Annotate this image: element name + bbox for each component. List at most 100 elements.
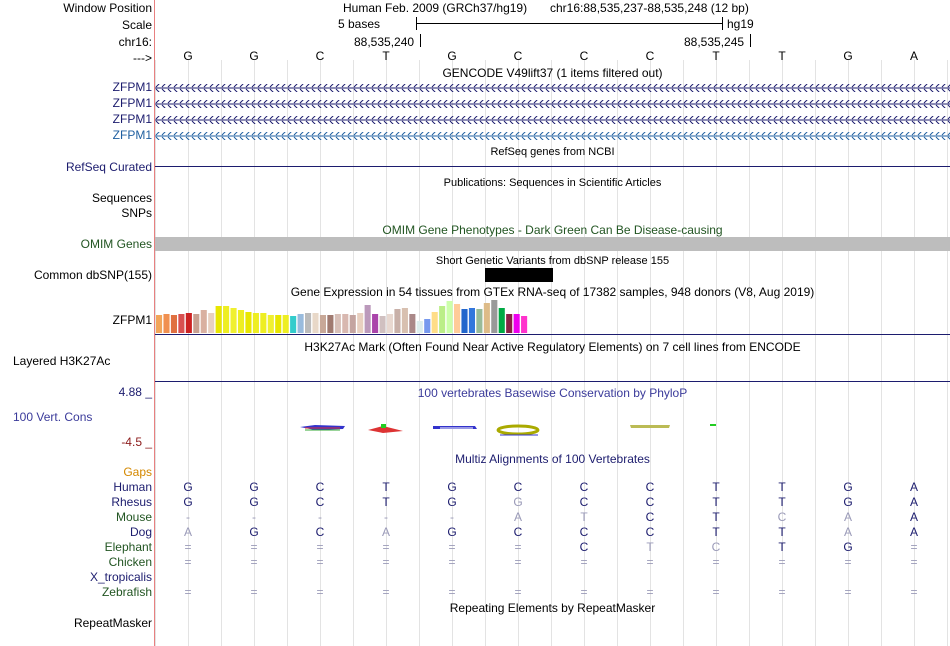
gtex-divider (155, 334, 950, 335)
alignment-base: = (382, 555, 390, 569)
alignment-base: = (712, 585, 720, 599)
gtex-expression-bars[interactable] (155, 299, 555, 333)
gtex-tissue-bar (297, 314, 304, 333)
omim-label[interactable]: OMIM Genes (80, 237, 152, 251)
species-label-x_tropicalis[interactable]: X_tropicalis (89, 570, 152, 584)
species-label-chicken[interactable]: Chicken (108, 555, 152, 569)
scale-size: 5 bases (338, 17, 381, 31)
gtex-tissue-bar (394, 309, 401, 333)
alignment-base: T (580, 510, 588, 524)
alignment-base: A (909, 495, 918, 509)
base-letter: T (382, 49, 390, 63)
window-position-label: Window Position (63, 1, 152, 15)
gtex-tissue-bar (521, 316, 528, 333)
gaps-label[interactable]: Gaps (123, 465, 152, 479)
dbsnp-variant-block[interactable] (485, 268, 553, 282)
multiz-track-title[interactable]: Multiz Alignments of 100 Vertebrates (455, 452, 650, 466)
alignment-base: G (513, 495, 523, 509)
alignment-base: T (778, 525, 786, 539)
refseq-label[interactable]: RefSeq Curated (65, 160, 152, 174)
base-letter: C (513, 49, 523, 63)
alignment-base: A (909, 510, 918, 524)
phylop-track-title[interactable]: 100 vertebrates Basewise Conservation by… (417, 386, 688, 400)
pubs-label-snps[interactable]: SNPs (121, 206, 152, 220)
base-letter: A (909, 49, 918, 63)
gencode-gene-label-4[interactable]: ZFPM1 (112, 128, 152, 142)
gtex-tissue-bar (424, 319, 431, 333)
gencode-gene-label-3[interactable]: ZFPM1 (112, 112, 152, 126)
alignment-base: A (843, 525, 852, 539)
refseq-gene-line[interactable] (155, 166, 950, 167)
alignment-base: = (250, 555, 258, 569)
transcript-4 (155, 132, 950, 140)
gtex-tissue-bar (372, 314, 379, 333)
alignment-base: = (910, 555, 918, 569)
alignment-base: = (646, 585, 654, 599)
pubs-label-sequences[interactable]: Sequences (91, 191, 152, 205)
gencode-track-title[interactable]: GENCODE V49lift37 (1 items filtered out) (442, 66, 663, 80)
alignment-base: = (514, 540, 522, 554)
transcript-2 (155, 100, 950, 108)
species-label-elephant[interactable]: Elephant (104, 540, 152, 554)
alignment-base: G (447, 480, 457, 494)
alignment-base: T (712, 510, 720, 524)
species-label-human[interactable]: Human (113, 480, 152, 494)
gtex-tissue-bar (252, 313, 259, 333)
phylop-conservation-plot[interactable] (155, 400, 950, 450)
alignment-base: = (184, 555, 192, 569)
phylop-mark-1 (300, 425, 345, 431)
alignment-base: C (711, 540, 721, 554)
gencode-gene-label-2[interactable]: ZFPM1 (112, 96, 152, 110)
dbsnp-label[interactable]: Common dbSNP(155) (33, 268, 152, 282)
gtex-tissue-bar (461, 309, 468, 333)
repeatmasker-track-title[interactable]: Repeating Elements by RepeatMasker (449, 601, 656, 615)
phylop-mark-3 (433, 426, 477, 429)
phylop-mark-5 (630, 425, 670, 428)
refseq-track-title[interactable]: RefSeq genes from NCBI (490, 146, 615, 158)
gtex-tissue-bar (506, 314, 513, 333)
h3k27ac-label[interactable]: Layered H3K27Ac (13, 354, 111, 368)
base-letter: G (843, 49, 853, 63)
gtex-tissue-bar (275, 315, 282, 333)
gtex-track-title[interactable]: Gene Expression in 54 tissues from GTEx … (290, 285, 815, 299)
alignment-base: = (316, 540, 324, 554)
alignment-base: = (580, 555, 588, 569)
dbsnp-track-title[interactable]: Short Genetic Variants from dbSNP releas… (435, 255, 670, 267)
gtex-tissue-bar (498, 308, 505, 333)
species-label-dog[interactable]: Dog (129, 525, 152, 539)
gtex-tissue-bar (513, 314, 520, 333)
gtex-gene-label[interactable]: ZFPM1 (112, 313, 152, 327)
gtex-tissue-bar (223, 306, 230, 333)
omim-track-title[interactable]: OMIM Gene Phenotypes - Dark Green Can Be… (382, 223, 723, 237)
pubs-track-title[interactable]: Publications: Sequences in Scientific Ar… (443, 177, 662, 189)
h3k27ac-track-title[interactable]: H3K27Ac Mark (Often Found Near Active Re… (304, 340, 801, 354)
phylop-mark-2 (368, 424, 403, 433)
strand-label: ---> (133, 51, 152, 65)
gtex-tissue-bar (357, 313, 364, 333)
gtex-tissue-bar (446, 301, 453, 333)
alignment-base: = (382, 585, 390, 599)
alignment-base: C (645, 495, 655, 509)
base-letter: T (712, 49, 720, 63)
alignment-base: A (183, 525, 192, 539)
species-label-rhesus[interactable]: Rhesus (111, 495, 152, 509)
alignment-base: = (778, 585, 786, 599)
gtex-tissue-bar (237, 310, 245, 333)
repeatmasker-label[interactable]: RepeatMasker (73, 616, 152, 630)
gencode-gene-label-1[interactable]: ZFPM1 (112, 80, 152, 94)
omim-phenotype-bar[interactable] (155, 237, 950, 251)
alignment-base: - (252, 510, 256, 524)
species-label-mouse[interactable]: Mouse (115, 510, 152, 524)
phylop-label[interactable]: 100 Vert. Cons (13, 410, 93, 424)
gtex-tissue-bar (208, 313, 215, 333)
alignment-base: C (513, 525, 523, 539)
coord-tick-a-mark (420, 34, 421, 47)
alignment-base: = (382, 540, 390, 554)
base-letter: G (249, 49, 259, 63)
alignment-base: C (645, 525, 655, 539)
species-label-zebrafish[interactable]: Zebrafish (101, 585, 152, 599)
gencode-transcripts[interactable] (155, 80, 950, 144)
alignment-base: - (318, 510, 322, 524)
gtex-tissue-bar (178, 314, 185, 333)
alignment-base: A (909, 525, 918, 539)
